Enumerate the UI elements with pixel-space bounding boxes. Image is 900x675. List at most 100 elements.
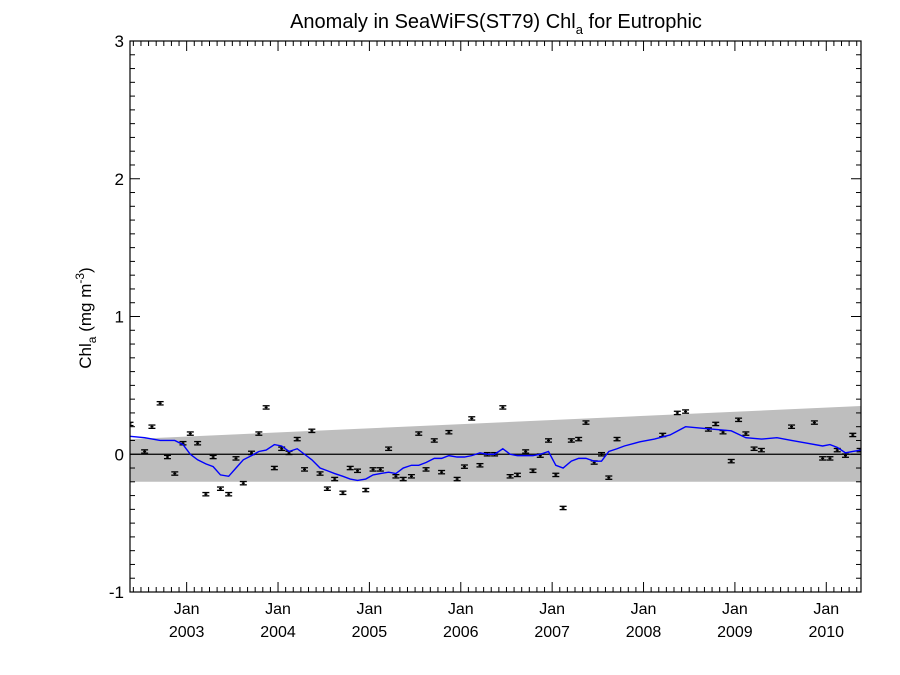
x-tick-month-label: Jan (813, 601, 839, 618)
data-point (575, 436, 583, 442)
x-tick-year-label: 2006 (443, 624, 479, 641)
plot-contents (130, 400, 861, 511)
data-point (513, 472, 521, 478)
data-point (148, 424, 156, 430)
data-point (225, 491, 233, 497)
data-point (735, 417, 743, 423)
data-point (849, 432, 857, 438)
data-point (216, 486, 224, 491)
x-tick-year-label: 2009 (717, 624, 753, 641)
data-point (445, 429, 453, 435)
chart-title: Anomaly in SeaWiFS(ST79) Chla for Eutrop… (290, 11, 702, 37)
data-point (392, 473, 400, 479)
x-tick-year-label: 2008 (626, 624, 662, 641)
x-tick-year-label: 2003 (169, 624, 205, 641)
x-tick-month-label: Jan (448, 601, 474, 618)
x-tick-year-label: 2007 (534, 624, 570, 641)
y-axis-label: Chla (mg m-3) (73, 267, 99, 368)
data-point (407, 473, 415, 479)
data-point (171, 471, 179, 476)
data-point (255, 431, 263, 436)
data-point (826, 456, 834, 461)
data-point (552, 472, 560, 478)
data-point (750, 446, 758, 452)
data-point (293, 436, 301, 442)
data-point (559, 505, 567, 511)
data-point (506, 473, 514, 479)
data-point (316, 471, 324, 476)
x-tick-year-label: 2004 (260, 624, 296, 641)
data-point (529, 468, 537, 474)
data-point (156, 400, 164, 406)
data-point (810, 420, 818, 425)
data-point (841, 453, 849, 458)
data-point (262, 405, 270, 410)
data-point (712, 421, 720, 427)
x-tick-month-label: Jan (265, 601, 291, 618)
data-point (339, 490, 347, 496)
plot-area (130, 400, 861, 511)
data-point (323, 486, 331, 491)
x-tick-year-label: 2005 (352, 624, 388, 641)
data-point (582, 420, 590, 425)
running-mean-line (130, 425, 861, 482)
data-point (757, 447, 765, 453)
data-point (232, 456, 240, 461)
data-point (430, 438, 438, 443)
y-tick-label: 1 (115, 308, 124, 327)
data-point (301, 467, 309, 472)
x-tick-month-label: Jan (722, 601, 748, 618)
data-point (308, 428, 316, 434)
plot-frame (129, 40, 862, 593)
data-point (202, 491, 210, 497)
data-point (422, 467, 430, 472)
x-tick-month-label: Jan (174, 601, 200, 618)
data-point (399, 476, 407, 482)
data-point (605, 475, 613, 480)
y-tick-label: 2 (115, 170, 124, 189)
data-point (460, 464, 468, 469)
axes: -1 0 1 2 3 Jan 2003 Jan 2004 Jan 2005 Jan 2006 Jan 200… (109, 32, 862, 641)
x-tick-month-label: Jan (631, 601, 657, 618)
data-point (130, 421, 134, 427)
data-point (438, 469, 446, 475)
data-point (346, 465, 354, 471)
data-point (270, 465, 278, 471)
y-tick-label: 0 (115, 445, 124, 464)
y-tick-label: 3 (115, 32, 124, 51)
data-point (331, 476, 339, 482)
data-point (788, 424, 796, 430)
data-point (522, 449, 530, 454)
data-point (186, 431, 194, 436)
data-point (727, 458, 735, 464)
data-point (567, 438, 575, 443)
data-point (544, 438, 552, 443)
data-point (163, 454, 171, 460)
data-point (819, 456, 827, 461)
y-tick-label: -1 (109, 583, 124, 602)
data-point (354, 468, 362, 474)
data-point (385, 446, 393, 452)
data-point (141, 449, 149, 454)
data-point (362, 487, 370, 493)
data-point (742, 431, 750, 436)
data-point (476, 462, 484, 468)
data-point (209, 454, 217, 460)
data-point (499, 405, 507, 410)
svg-text:Chla (mg m-3): Chla (mg m-3) (73, 267, 99, 368)
trend-band (130, 406, 861, 482)
data-point (194, 440, 202, 446)
x-tick-month-label: Jan (539, 601, 565, 618)
data-point (376, 467, 384, 472)
x-tick-year-label: 2010 (808, 624, 844, 641)
data-point (239, 480, 247, 486)
data-point (369, 467, 377, 472)
x-tick-month-label: Jan (357, 601, 383, 618)
data-point (468, 416, 476, 421)
chart-title-subscript: a (576, 22, 584, 37)
data-point (415, 431, 423, 436)
data-point (453, 476, 461, 482)
data-point (597, 451, 605, 457)
data-point (682, 409, 690, 414)
